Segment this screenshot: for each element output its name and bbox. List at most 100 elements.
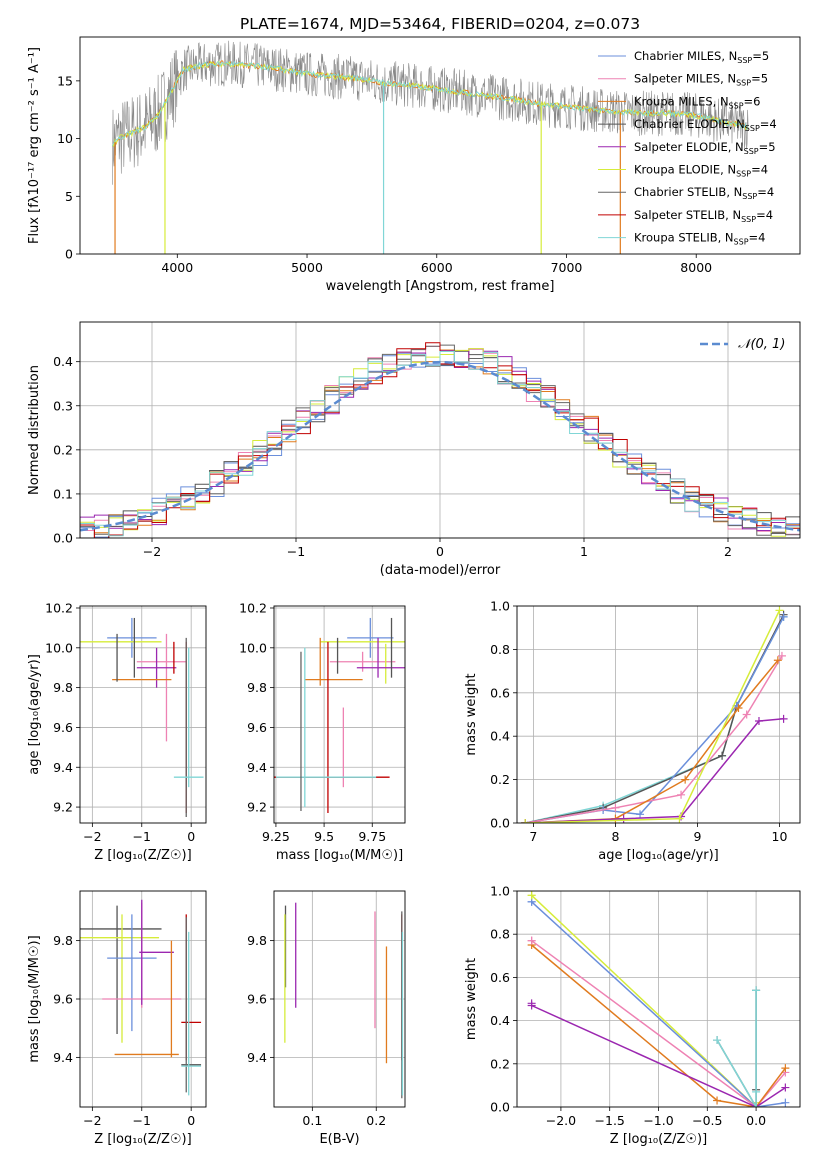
legend-label-suffix: =5 [752, 49, 769, 63]
data-point-marker [611, 803, 620, 812]
data-point-marker [718, 751, 727, 760]
plot-area [80, 322, 800, 538]
axes-frame [516, 605, 801, 824]
series-line [525, 616, 785, 823]
axes-frame [79, 36, 801, 255]
figure-title: PLATE=1674, MJD=53464, FIBERID=0204, z=0… [240, 15, 640, 33]
legend-label-sub: SSP [744, 147, 759, 156]
series-line [531, 940, 786, 1107]
y-tick-label: 0.4 [490, 1013, 510, 1028]
x-axis-label: Z [log₁₀(Z/Z☉)] [94, 848, 191, 863]
legend-label-main: Chabrier ELODIE, N [634, 117, 745, 131]
plot-area [517, 891, 800, 1107]
series-line [525, 609, 781, 823]
x-tick-label: −2.0 [546, 1113, 576, 1128]
y-tick-label: 0.3 [53, 398, 73, 413]
legend-label: Kroupa MILES, NSSP=6 [634, 94, 760, 110]
x-tick-label: −1.5 [595, 1113, 625, 1128]
legend-label: 𝒩(0, 1) [738, 337, 785, 352]
y-tick-label: 0.8 [490, 642, 510, 657]
x-tick-label: 2 [724, 544, 732, 559]
x-tick-label: −2 [143, 544, 161, 559]
y-tick-label: 9.4 [53, 760, 73, 775]
legend-label-main: Chabrier STELIB, N [634, 185, 742, 199]
y-tick-label: 0.0 [490, 1100, 510, 1115]
legend-label: Chabrier MILES, NSSP=5 [634, 49, 769, 65]
y-tick-label: 10.0 [45, 640, 73, 655]
y-tick-label: 9.8 [247, 933, 267, 948]
data-point-marker [734, 703, 743, 712]
x-tick-label: 8000 [680, 260, 712, 275]
data-point-marker [527, 999, 536, 1008]
legend-label-suffix: =4 [757, 185, 774, 199]
data-point-marker [742, 710, 751, 719]
data-point-marker [636, 810, 645, 819]
x-axis-label: age [log₁₀(age/yr)] [598, 848, 719, 863]
y-axis-label: mass weight [464, 958, 479, 1040]
data-point-marker [781, 1064, 790, 1073]
x-tick-label: 10 [772, 829, 788, 844]
x-axis-label: mass [log₁₀(M/M☉)] [276, 848, 403, 863]
legend-label-suffix: =6 [744, 94, 761, 108]
x-tick-label: 7000 [551, 260, 583, 275]
x-tick-label: −2 [83, 829, 101, 844]
legend-label-suffix: =5 [759, 140, 776, 154]
series-line [531, 901, 786, 1107]
legend-label: Salpeter STELIB, NSSP=4 [634, 208, 773, 224]
legend-label-main: Salpeter ELODIE, N [634, 140, 744, 154]
legend-label-suffix: =4 [749, 231, 766, 245]
x-tick-label: 7 [529, 829, 537, 844]
x-tick-label: −1 [287, 544, 305, 559]
y-tick-label: 9.2 [247, 800, 267, 815]
series-line [716, 990, 757, 1107]
y-tick-label: 9.6 [247, 720, 267, 735]
x-tick-label: 4000 [161, 260, 193, 275]
y-tick-label: 0.6 [490, 970, 510, 985]
panel-mass-weight-vs-age: 7 8 9 10 0.0 0.2 0.4 0.6 0.8 1.0 age [log₁₀(age/yr… [464, 599, 801, 863]
data-point-marker [773, 656, 782, 665]
legend-label-suffix: =4 [756, 208, 773, 222]
legend-label-sub: SSP [736, 170, 751, 179]
plot-area [80, 606, 206, 823]
y-tick-label: 0.8 [490, 927, 510, 942]
legend-label-main: Salpeter MILES, N [634, 72, 736, 86]
x-tick-label: 9.5 [314, 829, 334, 844]
plot-area [517, 606, 800, 823]
data-point-marker [713, 1036, 722, 1045]
axes-frame [79, 890, 207, 1108]
legend-label: Kroupa ELODIE, NSSP=4 [634, 163, 768, 179]
legend-label-sub: SSP [745, 124, 760, 133]
legend-label: Chabrier ELODIE, NSSP=4 [634, 117, 777, 133]
y-axis-label: mass weight [464, 673, 479, 755]
legend-label-sub: SSP [729, 101, 744, 110]
y-tick-label: 9.6 [247, 992, 267, 1007]
panel-age-vs-mass: 9.25 9.5 9.75 9.2 9.4 9.6 9.8 10.0 10.2 mass [log… [239, 600, 406, 863]
legend-label-sub: SSP [734, 238, 749, 247]
data-point-marker [713, 1096, 722, 1105]
y-axis-label: Flux [fλ10⁻¹⁷ erg cm⁻² s⁻¹ A⁻¹] [27, 47, 42, 244]
x-tick-label: 9.25 [262, 829, 290, 844]
normal-curve [80, 360, 800, 532]
x-tick-label: −1 [133, 1113, 151, 1128]
y-tick-label: 9.6 [53, 992, 73, 1007]
y-tick-label: 0.1 [53, 486, 73, 501]
data-point-marker [777, 651, 786, 660]
panel-residual-distribution: −2 −1 0 1 2 0.0 0.1 0.2 0.3 0.4 (data-model)/error… [27, 321, 801, 578]
data-point-marker [779, 612, 788, 621]
x-tick-label: 9.75 [358, 829, 386, 844]
x-tick-label: 0 [187, 1113, 195, 1128]
histogram-line [80, 351, 800, 538]
legend-label-sub: SSP [741, 215, 756, 224]
legend-label: Kroupa STELIB, NSSP=4 [634, 231, 765, 247]
x-axis-label: E(B-V) [319, 1132, 359, 1147]
x-tick-label: −0.5 [692, 1113, 722, 1128]
axes-frame [273, 605, 406, 824]
x-tick-label: −2 [83, 1113, 101, 1128]
y-tick-label: 10.2 [45, 600, 73, 615]
series-line [531, 1004, 786, 1107]
y-tick-label: 9.8 [53, 680, 73, 695]
legend-label-main: Salpeter STELIB, N [634, 208, 741, 222]
x-tick-label: −1 [133, 829, 151, 844]
y-tick-label: 9.4 [247, 1050, 267, 1065]
y-tick-label: 9.8 [53, 933, 73, 948]
